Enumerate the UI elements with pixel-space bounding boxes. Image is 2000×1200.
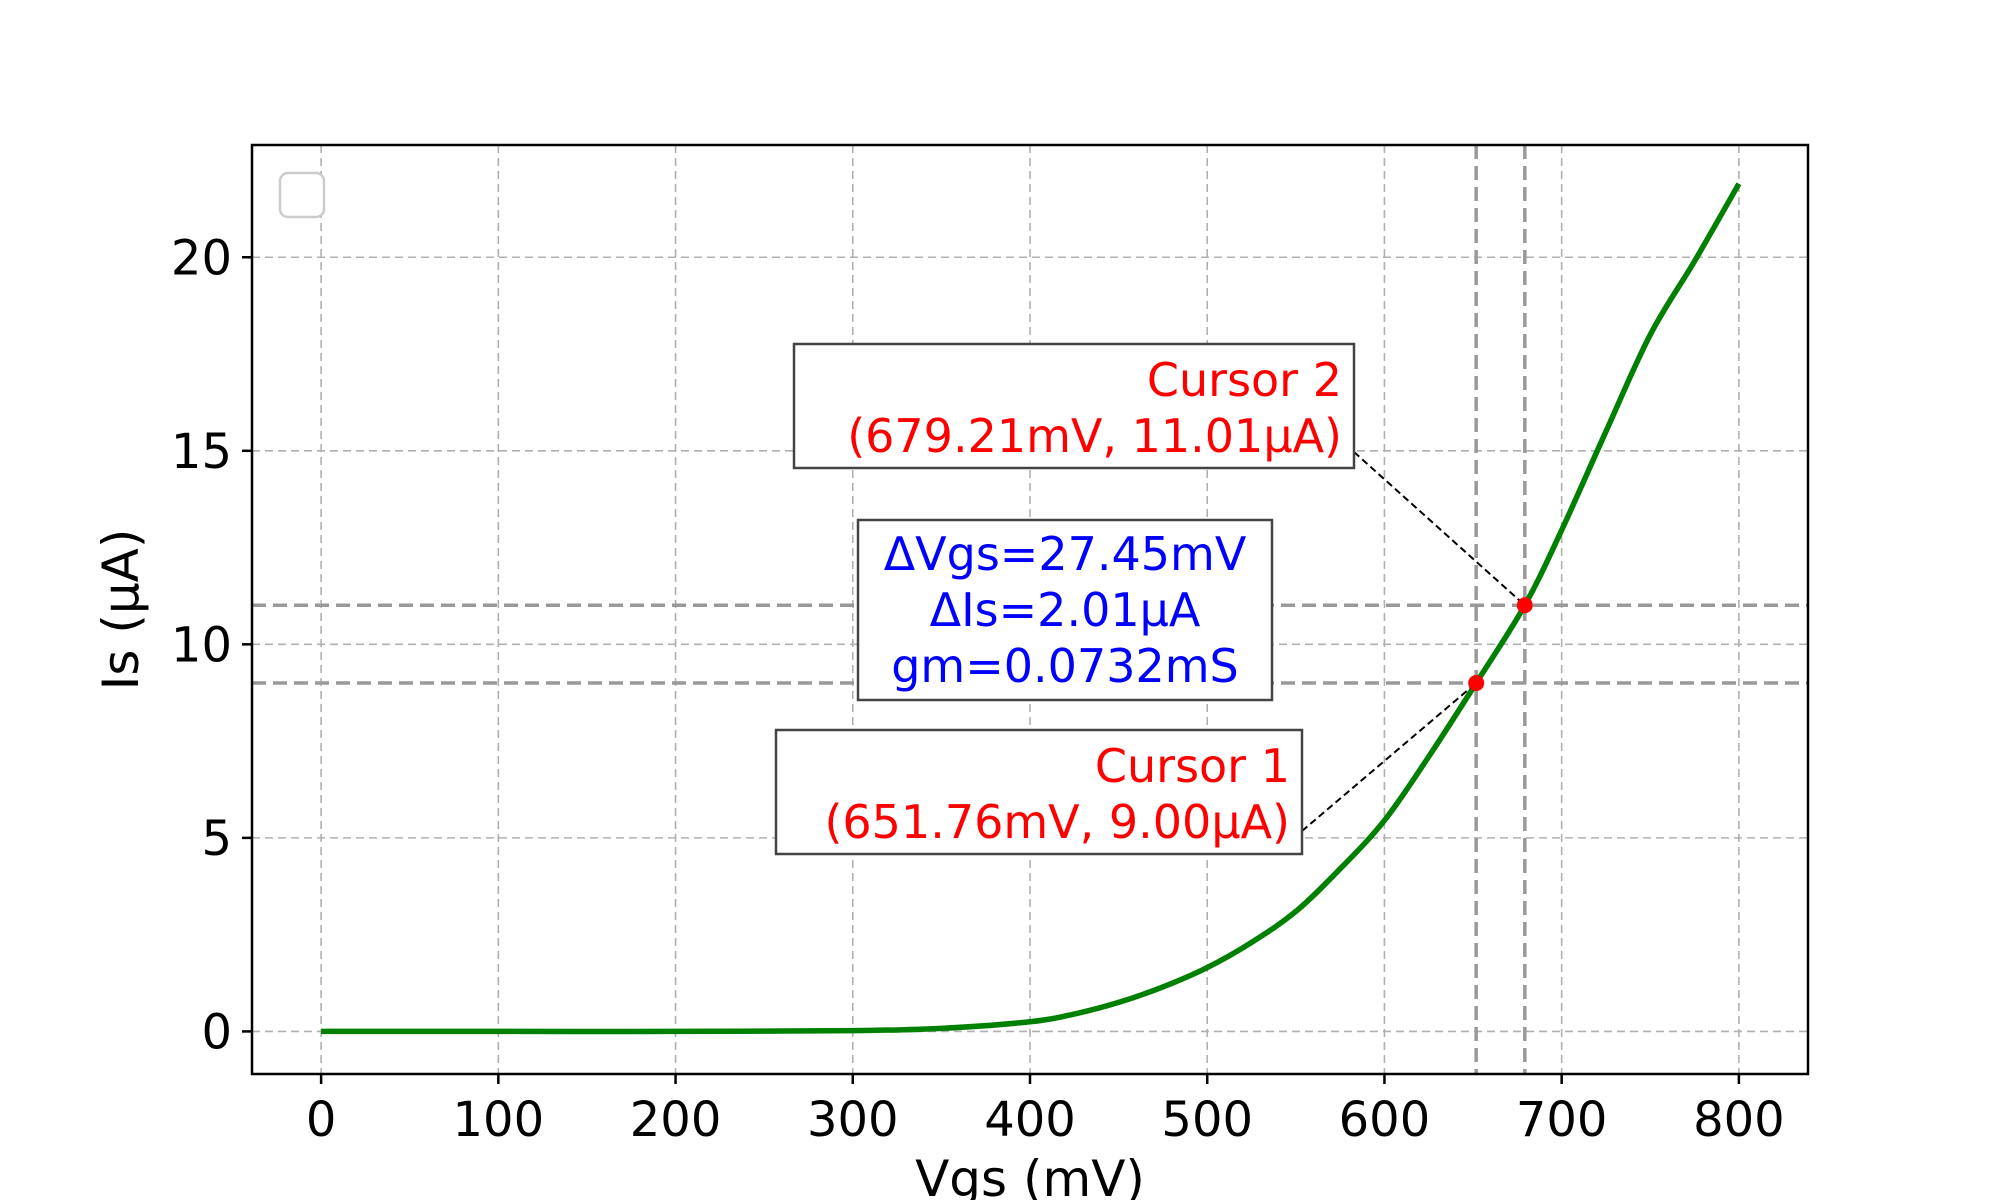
cursor-value: (651.76mV, 9.00µA) xyxy=(824,795,1290,849)
x-tick-label: 200 xyxy=(630,1092,722,1148)
x-tick-label: 800 xyxy=(1693,1092,1785,1148)
cursor-label: Cursor 2 xyxy=(1147,353,1342,407)
y-axis-label: Is (µA) xyxy=(92,529,150,691)
cursor-leader-line xyxy=(1301,682,1477,832)
x-axis-label: Vgs (mV) xyxy=(915,1150,1145,1200)
x-tick-label: 300 xyxy=(807,1092,899,1148)
cursor-label: Cursor 1 xyxy=(1095,739,1290,793)
cursor-box xyxy=(792,342,1356,470)
cursor-box xyxy=(774,728,1304,856)
cursor-leader-line xyxy=(1353,451,1526,606)
x-tick-label: 0 xyxy=(306,1092,337,1148)
ticks: 0 100 200 300 400 500 600 700 800 0 5 10 15 20 xyxy=(171,230,1785,1148)
x-tick-label: 500 xyxy=(1161,1092,1253,1148)
x-tick-label: 600 xyxy=(1339,1092,1431,1148)
y-tick-label: 5 xyxy=(201,811,232,867)
cursor-marker xyxy=(1516,597,1533,614)
annotations: Cursor 2(679.21mV, 11.01µA) Cursor 1(651.… xyxy=(774,342,1533,856)
cursor-marker xyxy=(1468,675,1485,692)
x-tick-label: 100 xyxy=(453,1092,545,1148)
x-tick-label: 700 xyxy=(1516,1092,1608,1148)
delta-box xyxy=(856,518,1274,702)
x-tick-label: 400 xyxy=(984,1092,1076,1148)
series-line xyxy=(321,182,1742,1035)
y-tick-label: 10 xyxy=(171,617,232,673)
delta-text: gm=0.0732mS xyxy=(891,639,1239,693)
y-tick-label: 15 xyxy=(171,424,232,480)
cursor-value: (679.21mV, 11.01µA) xyxy=(847,409,1342,463)
series-layer xyxy=(321,182,1742,1035)
y-tick-label: 0 xyxy=(201,1004,232,1060)
y-tick-label: 20 xyxy=(171,230,232,286)
delta-text: ΔIs=2.01µA xyxy=(930,583,1201,637)
legend-box xyxy=(278,171,326,219)
delta-text: ΔVgs=27.45mV xyxy=(884,527,1247,581)
grid xyxy=(252,145,1808,1074)
